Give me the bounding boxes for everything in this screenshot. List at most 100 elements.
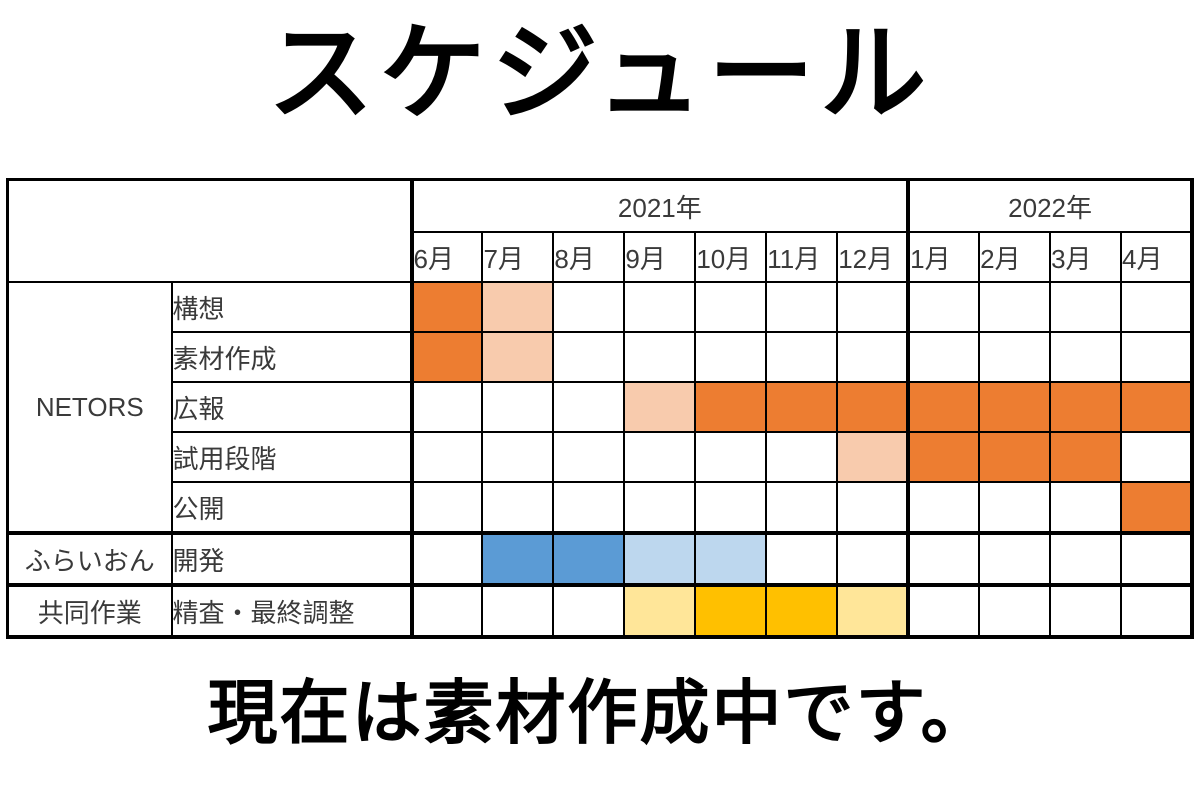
schedule-cell xyxy=(765,532,839,587)
schedule-cell xyxy=(694,481,768,535)
schedule-cell xyxy=(623,584,697,639)
schedule-cell xyxy=(481,532,555,587)
schedule-cell xyxy=(481,381,555,433)
schedule-cell xyxy=(623,481,697,535)
schedule-cell xyxy=(836,331,911,383)
schedule-cell xyxy=(409,431,484,483)
task-label: 広報 xyxy=(170,381,413,433)
schedule-cell xyxy=(481,431,555,483)
schedule-cell xyxy=(481,481,555,535)
group-label: NETORS xyxy=(6,281,173,535)
schedule-cell xyxy=(765,481,839,535)
schedule-cell xyxy=(1049,584,1123,639)
footer-note: 現在は素材作成中です。 xyxy=(207,674,993,752)
schedule-cell xyxy=(836,584,911,639)
schedule-cell xyxy=(409,281,484,333)
schedule-cell xyxy=(836,532,911,587)
schedule-cell xyxy=(623,381,697,433)
schedule-cell xyxy=(552,281,626,333)
schedule-table: 2021年 2022年 6月 7月 8月 9月 10月 11月 12月 1月 2月 3月 4月 NETOR… xyxy=(6,178,1194,639)
schedule-cell xyxy=(1049,331,1123,383)
schedule-cell xyxy=(906,584,981,639)
task-label: 素材作成 xyxy=(170,331,413,383)
year-header: 2021年 xyxy=(409,178,911,233)
schedule-cell xyxy=(1120,331,1194,383)
schedule-cell xyxy=(552,431,626,483)
schedule-cell xyxy=(481,281,555,333)
schedule-cell xyxy=(623,281,697,333)
schedule-cell xyxy=(978,381,1052,433)
month-header: 3月 xyxy=(1049,231,1123,283)
schedule-cell xyxy=(765,381,839,433)
schedule-cell xyxy=(1049,281,1123,333)
year-header: 2022年 xyxy=(907,178,1194,233)
schedule-cell xyxy=(978,431,1052,483)
schedule-cell xyxy=(765,431,839,483)
month-header: 4月 xyxy=(1120,231,1194,283)
schedule-cell xyxy=(1120,281,1194,333)
schedule-cell xyxy=(1120,431,1194,483)
month-header: 2月 xyxy=(978,231,1052,283)
month-header: 8月 xyxy=(552,231,626,283)
schedule-cell xyxy=(552,381,626,433)
schedule-cell xyxy=(552,584,626,639)
schedule-cell xyxy=(694,281,768,333)
schedule-cell xyxy=(978,281,1052,333)
schedule-cell xyxy=(765,331,839,383)
schedule-cell xyxy=(1049,381,1123,433)
schedule-cell xyxy=(906,381,981,433)
schedule-cell xyxy=(1120,532,1194,587)
schedule-cell xyxy=(694,331,768,383)
schedule-cell xyxy=(836,481,911,535)
schedule-cell xyxy=(1120,481,1194,535)
schedule-cell xyxy=(623,532,697,587)
schedule-cell xyxy=(1049,481,1123,535)
group-label: ふらいおん xyxy=(6,532,173,587)
schedule-cell xyxy=(906,281,981,333)
schedule-cell xyxy=(836,431,911,483)
schedule-cell xyxy=(1049,532,1123,587)
month-header: 10月 xyxy=(694,231,768,283)
schedule-cell xyxy=(1049,431,1123,483)
table-corner-cell xyxy=(6,178,413,283)
schedule-cell xyxy=(694,532,768,587)
schedule-cell xyxy=(552,532,626,587)
schedule-cell xyxy=(481,584,555,639)
month-header: 11月 xyxy=(765,231,839,283)
schedule-cell xyxy=(552,331,626,383)
group-label: 共同作業 xyxy=(6,584,173,639)
schedule-cell xyxy=(409,532,484,587)
month-header: 1月 xyxy=(906,231,981,283)
task-label: 試用段階 xyxy=(170,431,413,483)
schedule-cell xyxy=(906,331,981,383)
schedule-cell xyxy=(978,584,1052,639)
task-label: 精査・最終調整 xyxy=(170,584,413,639)
month-header: 7月 xyxy=(481,231,555,283)
schedule-cell xyxy=(836,281,911,333)
schedule-cell xyxy=(552,481,626,535)
schedule-cell xyxy=(409,481,484,535)
schedule-cell xyxy=(694,381,768,433)
schedule-cell xyxy=(836,381,911,433)
month-header: 6月 xyxy=(409,231,484,283)
task-label: 公開 xyxy=(170,481,413,535)
schedule-cell xyxy=(623,331,697,383)
schedule-cell xyxy=(906,431,981,483)
schedule-cell xyxy=(694,431,768,483)
schedule-cell xyxy=(978,481,1052,535)
schedule-cell xyxy=(623,431,697,483)
schedule-cell xyxy=(765,281,839,333)
schedule-cell xyxy=(765,584,839,639)
month-header: 9月 xyxy=(623,231,697,283)
task-label: 構想 xyxy=(170,281,413,333)
task-label: 開発 xyxy=(170,532,413,587)
schedule-cell xyxy=(1120,584,1194,639)
schedule-cell xyxy=(978,331,1052,383)
schedule-cell xyxy=(906,481,981,535)
page-title: スケジュール xyxy=(267,15,933,133)
month-header: 12月 xyxy=(836,231,911,283)
schedule-cell xyxy=(694,584,768,639)
schedule-cell xyxy=(1120,381,1194,433)
schedule-cell xyxy=(409,331,484,383)
schedule-cell xyxy=(409,381,484,433)
